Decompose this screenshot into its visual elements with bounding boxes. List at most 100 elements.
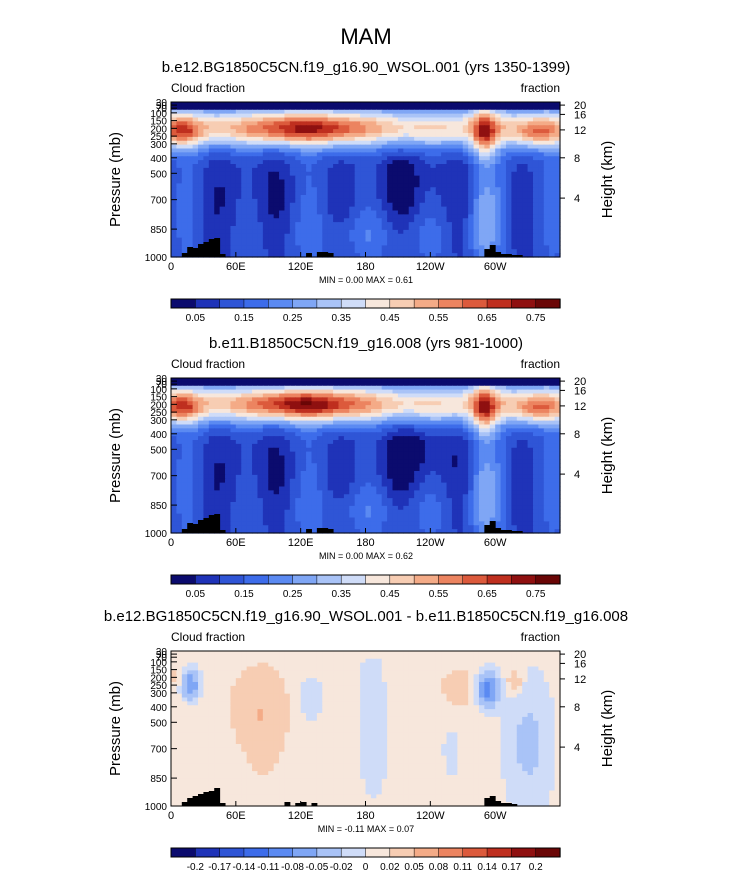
colorbar-label: -0.14: [233, 862, 256, 871]
colorbar-label: 0.65: [477, 313, 497, 324]
y2-tick-label: 12: [574, 401, 586, 413]
colorbar-swatch: [340, 298, 367, 309]
colorbar-frame: [170, 847, 561, 858]
stats-label: MIN = 0.00 MAX = 0.61: [319, 275, 413, 285]
chart-panel-2: b.e11.B1850C5CN.f19_g16.008 (yrs 981-100…: [107, 335, 616, 600]
x-tick-label: 120W: [416, 261, 445, 273]
colorbar-label: -0.17: [208, 862, 231, 871]
y2-tick-label: 8: [574, 429, 580, 441]
x-tick-label: 120W: [416, 810, 445, 822]
colorbar-swatch: [292, 574, 318, 585]
y-tick-label: 100: [150, 109, 167, 120]
colorbar-swatch: [462, 574, 488, 585]
y-tick-label: 300: [150, 689, 167, 700]
colorbar-label: 0.75: [526, 589, 546, 600]
x-tick-label: 60W: [484, 261, 507, 273]
colorbar-swatch: [219, 298, 245, 309]
chart-panel-1: b.e12.BG1850C5CN.f19_g16.90_WSOL.001 (yr…: [107, 59, 616, 324]
colorbar: -0.2 -0.17 -0.14 -0.11 -0.08 -0.05 -0.02 0 0.02 0…: [170, 847, 561, 871]
y2-tick-label: 16: [574, 385, 586, 397]
y-tick-label: 250: [150, 681, 167, 692]
colorbar-label: 0.05: [186, 589, 206, 600]
panel-title: b.e11.B1850C5CN.f19_g16.008 (yrs 981-100…: [209, 335, 523, 352]
colorbar-swatch: [511, 298, 537, 309]
colorbar-swatch: [292, 847, 318, 858]
colorbar-swatch: [486, 847, 513, 858]
y-tick-label: 200: [150, 673, 167, 684]
y-tick-label: 400: [150, 154, 167, 165]
colorbar-label: 0.05: [186, 313, 206, 324]
y-tick-label: 50: [156, 650, 168, 661]
x-tick-label: 120E: [288, 261, 314, 273]
y-tick-label: 1000: [145, 802, 168, 813]
x-tick-label: 60E: [226, 537, 246, 549]
colorbar-label: 0.35: [331, 313, 351, 324]
y-tick-label: 50: [156, 101, 168, 112]
colorbar: 0.05 0.15 0.25 0.35 0.45 0.55 0.65 0.75: [170, 298, 561, 324]
y-tick-label: 1000: [145, 529, 168, 540]
colorbar-swatch: [389, 298, 415, 309]
colorbar-label: 0.02: [380, 862, 400, 871]
colorbar-swatch: [170, 847, 196, 858]
colorbar-label: -0.2: [187, 862, 205, 871]
colorbar-swatch: [486, 298, 513, 309]
x-tick-label: 180: [356, 261, 374, 273]
colorbar-swatch: [413, 574, 440, 585]
x-tick-label: 120W: [416, 537, 445, 549]
colorbar-swatch: [340, 847, 367, 858]
y-tick-label: 400: [150, 703, 167, 714]
colorbar-swatch: [486, 574, 513, 585]
y-tick-label: 70: [156, 380, 168, 391]
y2-tick-label: 20: [574, 100, 586, 112]
x-tick-label: 180: [356, 537, 374, 549]
colorbar-swatch: [413, 847, 440, 858]
colorbar-swatch: [535, 574, 561, 585]
y2-axis-label: Height (km): [599, 690, 616, 768]
colorbar-swatch: [195, 574, 221, 585]
colorbar-swatch: [268, 847, 294, 858]
colorbar-label: 0.45: [380, 589, 400, 600]
colorbar-label: 0.17: [502, 862, 522, 871]
stats-label: MIN = 0.00 MAX = 0.62: [319, 551, 413, 561]
y-tick-label: 30: [156, 98, 168, 109]
x-tick-label: 0: [168, 261, 174, 273]
colorbar-label: 0.15: [234, 313, 254, 324]
y-tick-label: 700: [150, 745, 167, 756]
y-tick-label: 850: [150, 225, 167, 236]
chart-panel-3: b.e12.BG1850C5CN.f19_g16.90_WSOL.001 - b…: [104, 608, 628, 871]
colorbar-swatch: [195, 847, 221, 858]
y-tick-label: 150: [150, 117, 167, 128]
colorbar-swatch: [389, 574, 415, 585]
x-tick-label: 60W: [484, 537, 507, 549]
colorbar-swatch: [365, 847, 391, 858]
colorbar-label: 0.25: [283, 589, 303, 600]
colorbar-swatch: [365, 298, 391, 309]
y-tick-label: 30: [156, 374, 168, 385]
colorbar: 0.05 0.15 0.25 0.35 0.45 0.55 0.65 0.75: [170, 574, 561, 600]
y2-tick-label: 4: [574, 193, 580, 205]
x-tick-label: 60W: [484, 810, 507, 822]
colorbar-label: 0.08: [429, 862, 449, 871]
colorbar-swatch: [170, 298, 196, 309]
colorbar-label: -0.11: [257, 862, 279, 871]
x-tick-label: 60E: [226, 261, 246, 273]
y-tick-label: 100: [150, 658, 167, 669]
y-tick-label: 400: [150, 430, 167, 441]
topography: [181, 238, 523, 257]
colorbar-swatch: [413, 298, 440, 309]
colorbar-label: 0.25: [283, 313, 303, 324]
colorbar-label: 0.55: [429, 313, 449, 324]
colorbar-swatch: [292, 298, 318, 309]
field-cells: [171, 378, 561, 534]
colorbar-label: 0.05: [404, 862, 424, 871]
colorbar-swatch: [438, 574, 464, 585]
colorbar-swatch: [511, 847, 537, 858]
colorbar-swatch: [316, 847, 342, 858]
x-tick-label: 60E: [226, 810, 246, 822]
y2-tick-label: 8: [574, 702, 580, 714]
y2-tick-label: 20: [574, 376, 586, 388]
y-tick-label: 850: [150, 774, 167, 785]
colorbar-frame: [170, 298, 561, 309]
y2-tick-label: 4: [574, 742, 580, 754]
page-title: MAM: [340, 24, 391, 49]
